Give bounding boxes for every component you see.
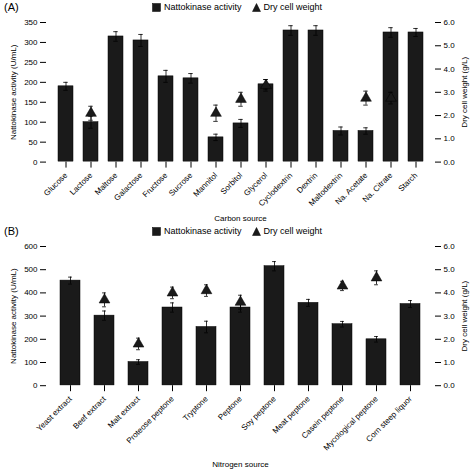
svg-text:Galactose: Galactose [112, 170, 144, 202]
svg-text:Soy peptone: Soy peptone [239, 394, 278, 433]
html-text:(A): (A) [4, 1, 19, 13]
svg-text:Yeast extract: Yeast extract [35, 394, 74, 433]
svg-text:0.0: 0.0 [444, 158, 456, 167]
svg-text:4.0: 4.0 [444, 288, 456, 297]
svg-text:Proteose peptone: Proteose peptone [125, 394, 176, 445]
svg-text:250: 250 [24, 58, 38, 67]
svg-text:1.0: 1.0 [444, 358, 456, 367]
svg-text:Maltose: Maltose [93, 170, 120, 197]
svg-text:400: 400 [24, 288, 38, 297]
svg-text:Malt extract: Malt extract [106, 394, 142, 430]
svg-text:Sorbitol: Sorbitol [219, 171, 245, 197]
svg-text:Beef extract: Beef extract [71, 394, 108, 431]
svg-text:Na. Acetate: Na. Acetate [333, 170, 370, 207]
html-text:Nattokinase activity: Nattokinase activity [164, 2, 242, 12]
svg-text:300: 300 [24, 312, 38, 321]
html-text:Dry cell weight: Dry cell weight [263, 2, 322, 12]
svg-text:2.0: 2.0 [444, 335, 456, 344]
svg-text:150: 150 [24, 98, 38, 107]
html-text:Nattokinase activity: Nattokinase activity [164, 226, 242, 236]
svg-text:Nattokinase activity (U/mL): Nattokinase activity (U/mL) [9, 268, 18, 364]
svg-text:600: 600 [24, 242, 38, 251]
svg-text:100: 100 [24, 118, 38, 127]
svg-text:Lactose: Lactose [68, 170, 95, 197]
svg-text:50: 50 [29, 138, 38, 147]
svg-text:Mannitol: Mannitol [191, 171, 219, 199]
svg-text:3.0: 3.0 [444, 312, 456, 321]
svg-text:Maltodextrin: Maltodextrin [307, 170, 345, 208]
svg-text:Nattokinase activity (U/mL): Nattokinase activity (U/mL) [9, 44, 18, 140]
svg-text:Corn steep liquor: Corn steep liquor [364, 394, 414, 444]
svg-text:0: 0 [33, 381, 38, 390]
svg-text:0.0: 0.0 [444, 381, 456, 390]
html-text:(B): (B) [4, 225, 19, 237]
svg-text:5.0: 5.0 [444, 41, 456, 50]
svg-text:5.0: 5.0 [444, 265, 456, 274]
svg-text:350: 350 [24, 18, 38, 27]
svg-text:300: 300 [24, 38, 38, 47]
svg-text:Tryptone: Tryptone [181, 394, 210, 423]
svg-text:500: 500 [24, 265, 38, 274]
svg-text:4.0: 4.0 [444, 65, 456, 74]
svg-text:Glucose: Glucose [42, 170, 70, 198]
svg-text:Meat peptone: Meat peptone [270, 394, 312, 436]
svg-text:100: 100 [24, 358, 38, 367]
svg-text:2.0: 2.0 [444, 111, 456, 120]
svg-text:3.0: 3.0 [444, 88, 456, 97]
svg-text:Mycological peptone: Mycological peptone [322, 394, 380, 452]
svg-text:Starch: Starch [397, 171, 420, 194]
svg-text:200: 200 [24, 335, 38, 344]
svg-text:1.0: 1.0 [444, 134, 456, 143]
svg-text:Nitrogen source: Nitrogen source [212, 460, 269, 469]
svg-text:Casein peptone: Casein peptone [299, 394, 346, 441]
svg-text:Cyclodextrin: Cyclodextrin [257, 171, 294, 208]
html-text:Dry cell weight: Dry cell weight [263, 226, 322, 236]
svg-text:Dry cell weight (g/L): Dry cell weight (g/L) [460, 57, 469, 128]
svg-text:Dextrin: Dextrin [295, 171, 319, 195]
svg-text:Dry cell weight (g/L): Dry cell weight (g/L) [460, 280, 469, 351]
svg-text:Glycerol: Glycerol [242, 170, 270, 198]
svg-text:Fructose: Fructose [141, 170, 170, 199]
svg-text:6.0: 6.0 [444, 242, 456, 251]
svg-text:Peptone: Peptone [216, 394, 244, 422]
svg-text:Carbon source: Carbon source [214, 214, 267, 223]
svg-text:6.0: 6.0 [444, 18, 456, 27]
svg-text:200: 200 [24, 78, 38, 87]
svg-text:Na. Citrate: Na. Citrate [361, 170, 395, 204]
svg-text:Sucrose: Sucrose [167, 170, 195, 198]
svg-text:0: 0 [33, 158, 38, 167]
